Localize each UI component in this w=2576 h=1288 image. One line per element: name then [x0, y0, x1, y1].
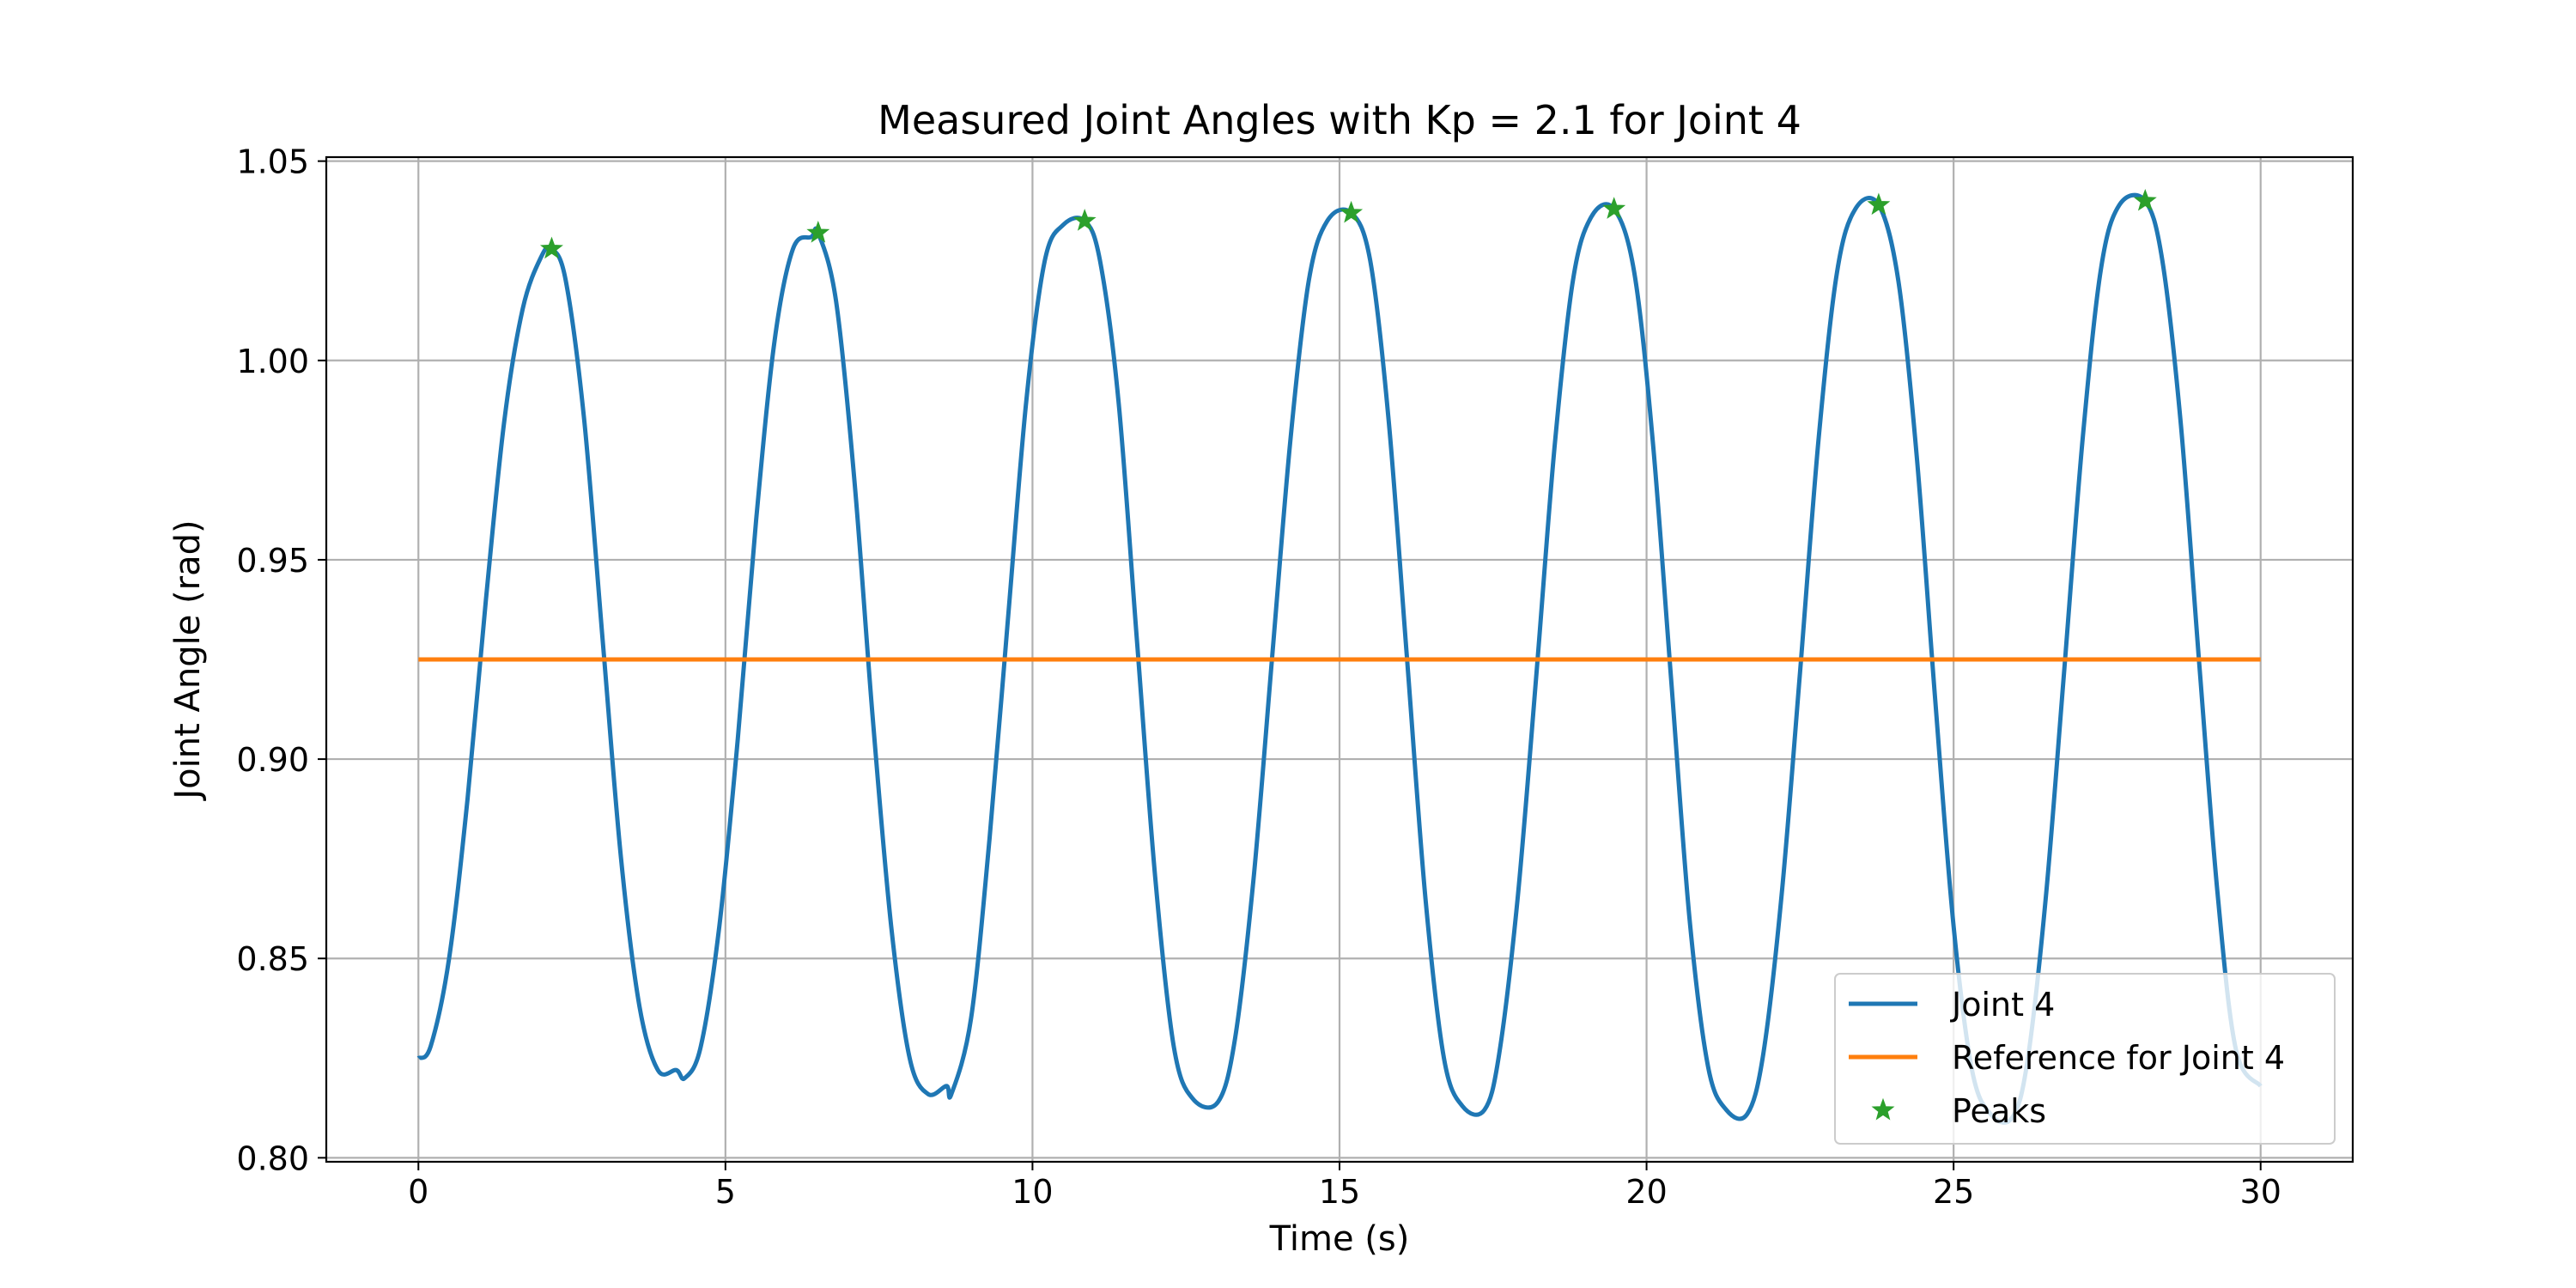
y-tick-label: 0.85: [236, 940, 309, 978]
peak-marker: [2133, 188, 2157, 211]
x-tick-label: 10: [1012, 1173, 1053, 1211]
legend-box: [1834, 973, 2336, 1145]
y-tick-label: 0.80: [236, 1139, 309, 1177]
x-tick-label: 5: [715, 1173, 736, 1211]
peak-marker: [1602, 197, 1626, 219]
legend-swatch-peaks: [1871, 1097, 1895, 1121]
plot-series: [416, 188, 2263, 1125]
peak-marker: [539, 236, 563, 259]
y-tick-label: 1.00: [236, 343, 309, 380]
x-tick-label: 20: [1625, 1173, 1667, 1211]
y-tick-label: 1.05: [236, 143, 309, 181]
y-axis-label: Joint Angle (rad): [168, 519, 208, 801]
series-line-joint-4: [416, 192, 2263, 1125]
x-axis-label: Time (s): [1269, 1219, 1410, 1259]
chart-title: Measured Joint Angles with Kp = 2.1 for …: [878, 97, 1801, 143]
x-tick-label: 30: [2240, 1173, 2281, 1211]
peak-marker: [1072, 209, 1097, 231]
legend: Joint 4 Reference for Joint 4 Peaks: [1834, 973, 2336, 1145]
legend-label-peaks: Peaks: [1952, 1092, 2046, 1130]
x-tick-label: 25: [1933, 1173, 1974, 1211]
x-tick-label: 15: [1319, 1173, 1360, 1211]
peak-marker: [1867, 192, 1891, 216]
y-tick-label: 0.90: [236, 741, 309, 779]
peak-marker: [806, 221, 830, 243]
x-tick-label: 0: [408, 1173, 428, 1211]
y-tick-label: 0.95: [236, 542, 309, 580]
legend-label-reference-for-joint-4: Reference for Joint 4: [1952, 1039, 2285, 1077]
legend-label-joint-4: Joint 4: [1950, 986, 2055, 1024]
peak-marker: [1340, 200, 1364, 223]
axis-ticks: 0 5 10 15 20 25 30 0.80 0.85 0.90 0.95 1.00 1.05: [236, 143, 2281, 1211]
